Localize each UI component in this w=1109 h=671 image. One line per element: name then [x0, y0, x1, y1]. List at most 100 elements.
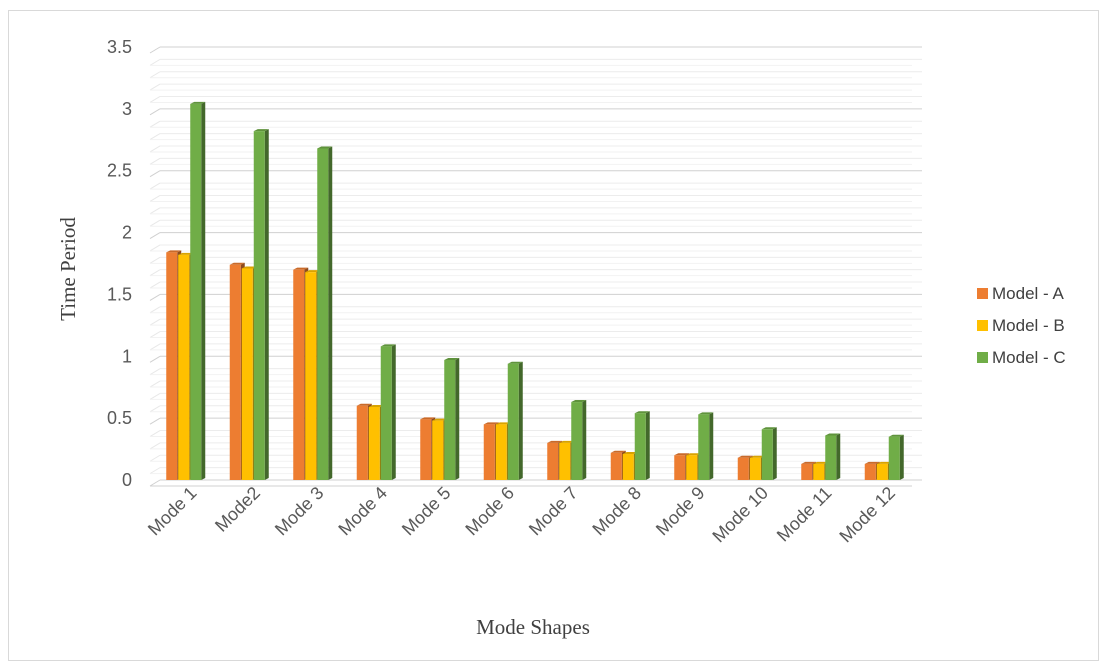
bar-side	[645, 411, 650, 480]
bar	[686, 455, 698, 480]
bar	[507, 363, 519, 480]
y-tick-label: 1.5	[107, 284, 132, 304]
bar-top	[888, 434, 904, 437]
bar-top	[686, 453, 702, 456]
bar	[380, 346, 392, 480]
bar-top	[380, 344, 396, 347]
bar-top	[571, 400, 587, 403]
gridline-depth	[149, 306, 161, 314]
bar	[813, 463, 825, 480]
bar	[825, 435, 837, 480]
x-axis-ticks: Mode 1 Mode2 Mode 3 Mode 4 Mode 5 Mode 6 Mode …	[144, 483, 899, 547]
bar-top	[876, 461, 892, 464]
gridline-depth	[149, 133, 161, 141]
gridline-depth	[149, 417, 161, 425]
bar	[305, 272, 317, 480]
bar	[166, 252, 178, 480]
bar	[547, 442, 559, 480]
bar-top	[166, 250, 182, 253]
gridline-depth	[149, 219, 161, 227]
bar	[420, 419, 432, 480]
gridline-depth	[149, 256, 161, 264]
gridline-depth	[149, 467, 161, 475]
gridline-depth	[149, 108, 161, 116]
legend-label: Model - A	[992, 284, 1064, 303]
bar-top	[622, 452, 638, 455]
gridline-depth	[149, 430, 161, 437]
bar	[368, 407, 380, 480]
x-tick-label: Mode 3	[271, 483, 328, 540]
bar	[674, 455, 686, 480]
gridline-depth	[149, 58, 161, 66]
x-tick-label: Mode 9	[652, 483, 709, 540]
bar-top	[749, 455, 765, 458]
bar	[444, 359, 456, 480]
x-axis-title: Mode Shapes	[476, 615, 590, 639]
bar-top	[825, 433, 841, 436]
gridline-depth	[149, 244, 161, 252]
y-tick-label: 2.5	[107, 161, 132, 181]
bar	[483, 424, 495, 480]
bar-top	[178, 252, 194, 255]
bar-top	[229, 262, 245, 265]
bar-top	[305, 270, 321, 273]
gridline-depth	[149, 293, 161, 301]
gridline-depth	[149, 83, 161, 91]
x-tick-label: Mode 11	[773, 483, 836, 546]
x-tick-label: Mode 7	[525, 483, 582, 540]
bar-side	[455, 357, 460, 480]
y-axis-ticks: 0 0.5 1 1.5 2 2.5 3 3.5	[107, 37, 132, 490]
legend: Model - A Model - B Model - C	[977, 284, 1066, 367]
y-tick-label: 3.5	[107, 37, 132, 57]
bar	[495, 424, 507, 480]
gridline-depth	[149, 355, 161, 363]
x-tick-label: Mode 8	[588, 483, 645, 540]
bar-side	[328, 146, 333, 480]
bar-top	[241, 266, 257, 269]
bar-top	[444, 357, 460, 360]
bar-top	[190, 101, 206, 104]
bar	[634, 413, 646, 480]
bar-top	[507, 361, 523, 364]
gridline-depth	[149, 269, 161, 277]
x-tick-label: Mode 4	[334, 483, 391, 540]
bar	[876, 463, 888, 480]
bar	[761, 429, 773, 480]
bar	[888, 436, 900, 480]
bar-top	[559, 440, 575, 443]
bar-top	[253, 129, 269, 132]
bar-side	[201, 101, 206, 480]
bar-top	[420, 417, 436, 420]
gridline-depth	[149, 331, 161, 338]
gridline-depth	[149, 392, 161, 400]
y-tick-label: 1	[122, 346, 132, 366]
bar	[190, 103, 202, 480]
bar-top	[483, 422, 499, 425]
bar-top	[674, 453, 690, 456]
y-tick-label: 3	[122, 99, 132, 119]
x-tick-label: Mode 6	[461, 483, 518, 540]
bar-side	[709, 412, 714, 480]
bar-top	[813, 461, 829, 464]
bar-top	[761, 427, 777, 430]
bar-top	[737, 455, 753, 458]
bar-side	[391, 344, 396, 480]
bar-top	[634, 411, 650, 414]
bar-top	[610, 450, 626, 453]
gridline-depth	[149, 145, 161, 153]
gridline-depth	[149, 96, 161, 103]
bar	[432, 420, 444, 480]
gridline-depth	[149, 71, 161, 79]
bar-top	[293, 267, 309, 270]
gridline-depth	[149, 46, 161, 54]
legend-label: Model - B	[992, 316, 1065, 335]
y-tick-label: 0	[122, 470, 132, 490]
legend-swatch	[977, 352, 988, 363]
bar-side	[582, 400, 587, 480]
x-tick-label: Mode 1	[144, 483, 201, 540]
bar	[356, 405, 368, 480]
gridline-depth	[149, 318, 161, 326]
bar	[229, 264, 241, 480]
gridline-depth	[149, 479, 161, 487]
